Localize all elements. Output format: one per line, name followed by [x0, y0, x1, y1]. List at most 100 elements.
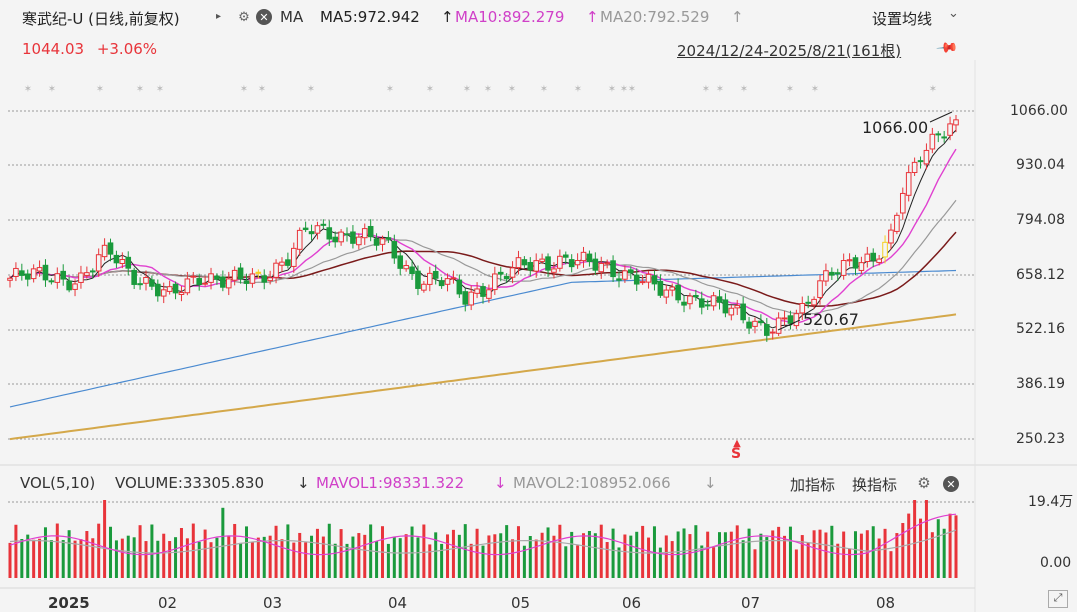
candle-body — [899, 192, 906, 214]
volume-bar — [818, 529, 822, 578]
signal-marker[interactable]: S — [731, 446, 742, 462]
candle-body — [675, 284, 681, 301]
candle-body — [681, 301, 687, 306]
candle-body — [84, 272, 90, 276]
volume-bar — [735, 525, 739, 578]
candle-body — [66, 280, 72, 291]
volume-bar — [587, 530, 591, 578]
expand-icon[interactable]: ⤢ — [1048, 590, 1068, 608]
price-value: 1044.03 — [22, 40, 85, 58]
candle-body — [846, 259, 853, 262]
volume-bar — [783, 535, 787, 578]
candle-body — [710, 295, 717, 307]
candle-body — [734, 305, 741, 309]
volume-bar — [806, 542, 810, 578]
price-tick: 386.19 — [1016, 376, 1065, 392]
ma5-value: MA5:972.942 — [320, 8, 420, 26]
volume-bar — [327, 523, 331, 578]
candle-body — [326, 227, 333, 240]
candle-body — [178, 291, 185, 295]
candle-body — [397, 255, 404, 269]
candle-body — [545, 256, 551, 271]
event-marker: ✶ — [716, 84, 724, 95]
volume-bar — [475, 528, 479, 578]
volume-bar — [363, 534, 367, 578]
ma-label: MA — [280, 8, 304, 26]
candle-body — [923, 149, 930, 165]
chevron-down-icon[interactable]: ⌄ — [948, 6, 959, 21]
mavol2-down-arrow: ↓ — [704, 474, 717, 492]
candle-body — [184, 278, 191, 294]
volume-value: VOLUME:33305.830 — [115, 474, 264, 492]
candle-body — [811, 298, 817, 306]
mavol1-value: MAVOL1:98331.322 — [316, 474, 465, 492]
ma20-value: MA20:792.529 — [600, 8, 710, 26]
event-marker: ✶ — [628, 84, 636, 95]
candle-body — [515, 257, 522, 269]
volume-bar — [292, 542, 296, 578]
candle-body — [616, 278, 622, 281]
volume-bar — [913, 500, 917, 578]
candle-body — [379, 238, 386, 245]
event-marker: ✶ — [307, 84, 315, 95]
gear-icon[interactable]: ⚙ — [238, 9, 250, 25]
candle-body — [568, 259, 575, 268]
price-change: +3.06% — [96, 40, 158, 58]
volume-bar — [700, 545, 704, 578]
add-indicator-button[interactable]: 加指标 — [790, 476, 836, 494]
candle-body — [415, 270, 421, 289]
volume-bar — [493, 534, 497, 578]
candle-body — [107, 242, 114, 255]
candle-body — [852, 257, 859, 269]
volume-bar — [321, 536, 325, 578]
volume-bar — [109, 526, 113, 578]
volume-bar — [907, 513, 911, 578]
volume-bar — [463, 524, 467, 578]
volume-bar — [741, 540, 745, 578]
volume-bar — [280, 539, 284, 578]
candle-body — [72, 283, 78, 290]
close-icon[interactable]: ✕ — [256, 9, 272, 25]
candle-body — [509, 267, 516, 278]
close-icon[interactable]: ✕ — [943, 476, 959, 492]
candle-body — [693, 294, 699, 298]
candle-body — [367, 225, 374, 238]
candle-body — [864, 253, 871, 262]
gear-icon[interactable]: ⚙ — [917, 474, 931, 492]
volume-bar — [664, 535, 668, 578]
stock-title[interactable]: 寒武纪-U (日线,前复权) — [22, 10, 180, 28]
volume-bar — [245, 526, 248, 578]
candle-body — [728, 307, 735, 316]
volume-bar — [848, 548, 852, 578]
candle-body — [7, 277, 13, 281]
candle-body — [929, 133, 936, 150]
candle-body — [746, 321, 752, 329]
volume-bar — [641, 525, 645, 578]
volume-bar — [599, 524, 603, 578]
volume-bar — [392, 536, 396, 578]
volume-bar — [38, 538, 42, 578]
candle-body — [462, 291, 469, 305]
candle-body — [166, 286, 173, 292]
volume-bar — [209, 542, 213, 578]
candle-body — [716, 296, 723, 303]
candle-body — [291, 247, 297, 267]
volume-bar — [144, 541, 148, 578]
volume-bar — [824, 532, 828, 578]
volume-bar — [268, 535, 272, 578]
event-marker: ✶ — [48, 84, 56, 95]
volume-bar — [747, 528, 751, 578]
candle-body — [13, 267, 19, 277]
switch-indicator-button[interactable]: 换指标 — [852, 476, 898, 494]
candle-body — [917, 160, 924, 163]
date-range[interactable]: 2024/12/24-2025/8/21(161根) — [677, 42, 902, 60]
candle-body — [775, 317, 782, 334]
candle-body — [60, 270, 67, 280]
settings-ma-button[interactable]: 设置均线 — [872, 10, 933, 28]
volume-bar — [120, 538, 124, 578]
title-expand-icon[interactable]: ▸ — [216, 11, 222, 22]
candle-body — [829, 271, 835, 276]
volume-bar — [528, 536, 532, 578]
event-marker: ✶ — [540, 84, 548, 95]
